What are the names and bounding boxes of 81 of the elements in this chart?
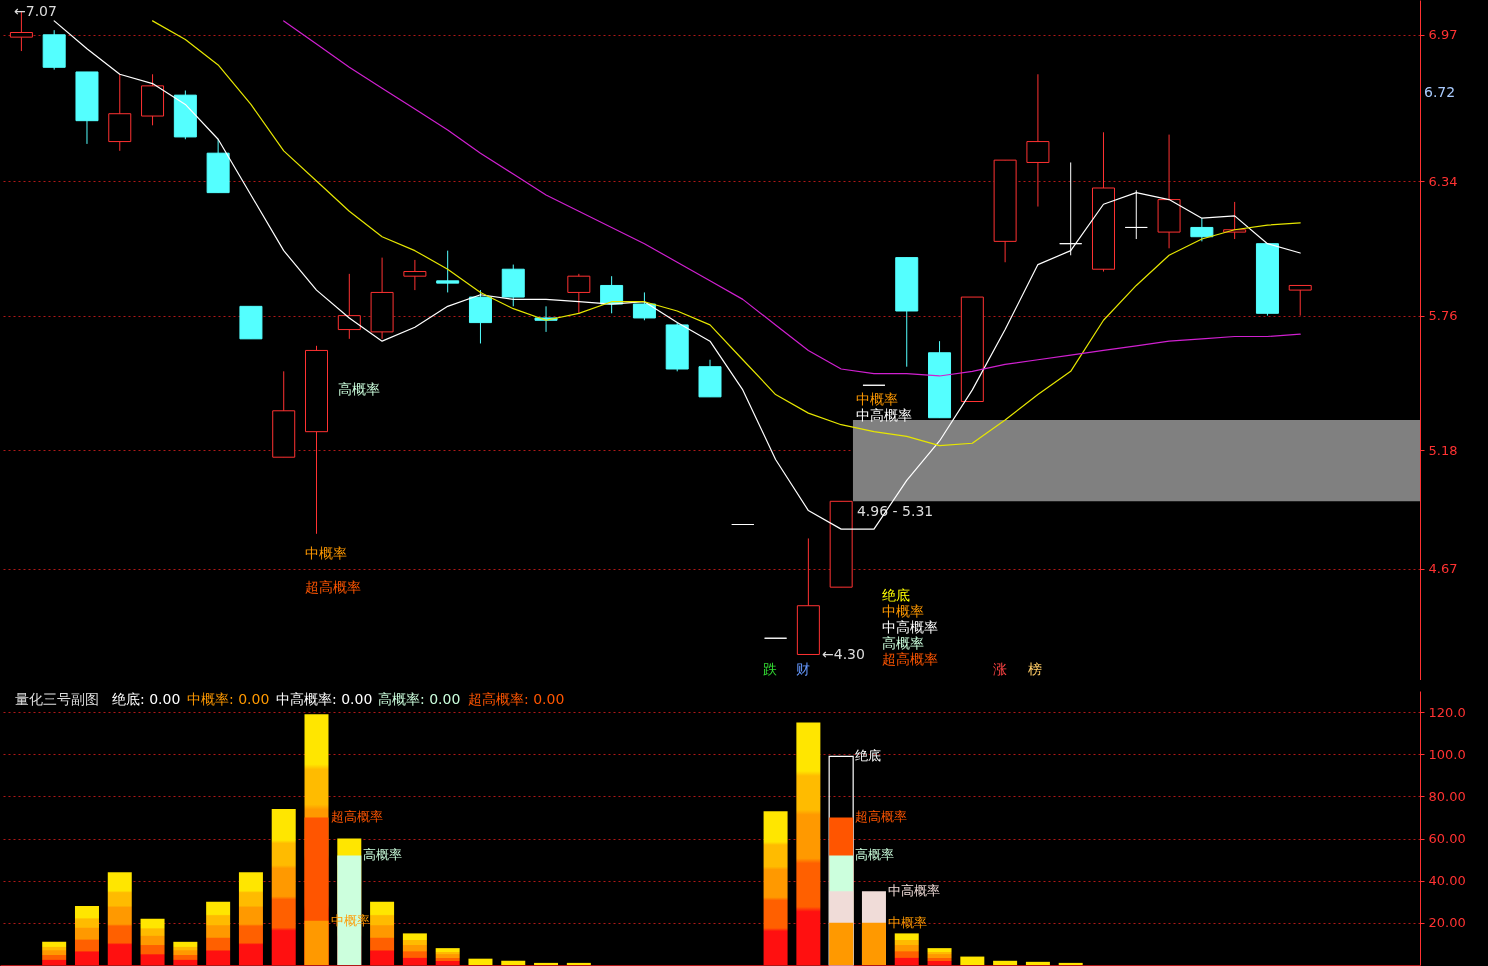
bar <box>206 901 231 965</box>
line-series <box>151 20 1301 447</box>
bar <box>829 922 854 965</box>
annotation: 绝底: 0.00 <box>112 691 181 707</box>
annotation: 涨 <box>993 661 1007 677</box>
annotation: 超高概率: 0.00 <box>468 691 565 707</box>
y-tick-label: 20.00 <box>1428 915 1466 931</box>
candlestick <box>632 291 656 321</box>
bar <box>1058 962 1083 965</box>
bar <box>993 960 1018 965</box>
bar <box>238 872 263 965</box>
chart-title: 量化三号副图 <box>15 691 99 707</box>
bar <box>1025 961 1050 965</box>
annotation: 高概率 <box>338 381 380 397</box>
candlestick <box>1124 189 1148 240</box>
annotation: 中概率 <box>882 603 924 619</box>
series-label: 高概率 <box>363 847 403 863</box>
y-tick-label: 5.18 <box>1428 442 1458 458</box>
bar <box>402 933 427 965</box>
y-tick-label: 120.0 <box>1428 704 1466 720</box>
bar <box>435 948 460 965</box>
line-series <box>53 20 1301 530</box>
bar <box>173 941 198 965</box>
candlestick <box>600 275 624 314</box>
annotation: 超高概率 <box>305 579 361 595</box>
bar <box>763 811 788 965</box>
series-label: 超高概率 <box>330 809 383 825</box>
annotation: 榜 <box>1028 661 1042 677</box>
text: 高概率 <box>855 847 895 863</box>
series-label: 中高概率 <box>887 883 940 899</box>
y-tick-label: 6.34 <box>1428 173 1458 189</box>
bar <box>534 962 559 965</box>
annotation: 高概率: 0.00 <box>378 691 461 707</box>
annotation: 中概率 <box>305 545 347 561</box>
y-tick-label: 80.00 <box>1428 788 1466 804</box>
bar <box>370 901 395 965</box>
candlestick <box>1059 161 1083 256</box>
bar <box>927 948 952 965</box>
y-tick-label: 40.00 <box>1428 873 1466 889</box>
bar <box>468 958 493 965</box>
annotation: 高概率 <box>882 635 924 651</box>
series-label: 绝底 <box>855 748 882 764</box>
bar <box>140 918 165 965</box>
text: 6.72 <box>1424 84 1456 100</box>
bar <box>861 922 886 965</box>
text: 中概率 <box>887 914 927 930</box>
y-tick-label: 6.97 <box>1428 27 1458 43</box>
candlestick <box>1190 217 1214 242</box>
annotation: 中高概率 <box>882 619 938 635</box>
bar <box>74 905 99 965</box>
bar <box>42 941 67 965</box>
annotation: 财 <box>796 661 810 677</box>
y-tick-label: 4.67 <box>1428 561 1458 577</box>
bar <box>107 872 132 965</box>
y-tick-label: 5.76 <box>1428 308 1458 324</box>
annotation: ←4.30 <box>822 646 865 662</box>
text: 超高概率 <box>855 809 908 825</box>
annotation: 中高概率 <box>856 407 912 423</box>
bar <box>566 962 591 965</box>
annotation: 跌 <box>763 661 777 677</box>
candlestick <box>567 273 591 314</box>
line-series <box>283 20 1301 377</box>
annotation: 超高概率 <box>882 651 938 667</box>
bar <box>796 722 821 965</box>
y-tick-label: 60.00 <box>1428 831 1466 847</box>
annotation: ←7.07 <box>14 3 57 19</box>
candlestick <box>436 250 460 293</box>
bar <box>960 956 985 965</box>
annotation: 中概率 <box>856 391 898 407</box>
bar <box>501 960 526 965</box>
annotation: 绝底 <box>882 587 910 603</box>
annotation: 中概率: 0.00 <box>187 691 270 707</box>
y-tick-label: 100.0 <box>1428 746 1466 762</box>
candlestick <box>337 273 361 340</box>
bar <box>271 809 296 965</box>
annotation: 中高概率: 0.00 <box>276 691 373 707</box>
bar <box>304 920 329 965</box>
bar <box>894 933 919 965</box>
candlestick <box>1288 284 1312 317</box>
candlestick <box>403 259 427 291</box>
candlestick <box>1026 73 1050 208</box>
